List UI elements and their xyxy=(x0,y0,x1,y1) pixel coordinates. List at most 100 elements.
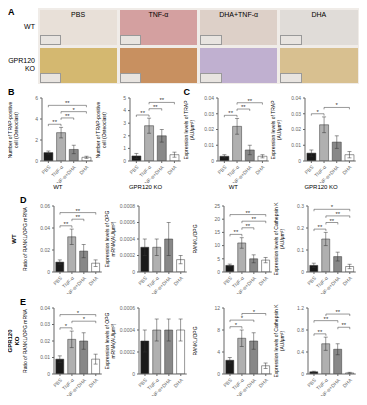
svg-text:0.0002: 0.0002 xyxy=(119,349,135,355)
svg-text:0: 0 xyxy=(35,158,38,164)
svg-text:25: 25 xyxy=(214,203,220,209)
svg-text:TNF-α+DHA: TNF-α+DHA xyxy=(317,275,341,294)
svg-text:**: ** xyxy=(159,97,164,103)
svg-text:0: 0 xyxy=(301,269,304,275)
svg-text:**: ** xyxy=(76,214,81,220)
svg-text:20: 20 xyxy=(214,216,220,222)
svg-text:TNF-α+DHA: TNF-α+DHA xyxy=(233,275,257,294)
svg-text:0.01: 0.01 xyxy=(204,142,214,148)
svg-text:0: 0 xyxy=(47,269,50,275)
svg-text:*: * xyxy=(65,323,68,329)
svg-text:**: ** xyxy=(330,218,335,224)
svg-text:TNF-α+DHA: TNF-α+DHA xyxy=(229,164,253,183)
svg-text:0: 0 xyxy=(132,371,135,377)
svg-text:**: ** xyxy=(76,208,81,214)
svg-text:DHA: DHA xyxy=(342,377,354,389)
svg-text:1: 1 xyxy=(123,145,126,151)
svg-text:**: ** xyxy=(318,224,323,230)
svg-text:*: * xyxy=(317,109,320,115)
svg-text:0.01: 0.01 xyxy=(40,354,50,360)
svg-text:**: ** xyxy=(65,113,70,119)
svg-text:5: 5 xyxy=(217,256,220,262)
svg-text:0: 0 xyxy=(123,158,126,164)
svg-text:DHA: DHA xyxy=(342,275,354,287)
svg-text:0: 0 xyxy=(211,158,214,164)
svg-text:0.04: 0.04 xyxy=(292,95,302,101)
svg-text:**: ** xyxy=(318,329,323,335)
svg-text:TNF-α+DHA: TNF-α+DHA xyxy=(233,377,257,396)
svg-text:0.04: 0.04 xyxy=(204,95,214,101)
svg-text:**: ** xyxy=(336,211,341,217)
svg-text:0.01: 0.01 xyxy=(292,142,302,148)
svg-text:15: 15 xyxy=(214,229,220,235)
svg-text:8: 8 xyxy=(217,327,220,333)
svg-text:TNF-α+DHA: TNF-α+DHA xyxy=(317,377,341,396)
svg-text:0.4: 0.4 xyxy=(297,349,304,355)
svg-text:**: ** xyxy=(153,104,158,110)
svg-text:DHA: DHA xyxy=(257,377,269,389)
svg-text:0.3: 0.3 xyxy=(297,203,304,209)
svg-text:TNF-α+DHA: TNF-α+DHA xyxy=(141,164,165,183)
svg-text:0.04: 0.04 xyxy=(40,305,50,311)
svg-text:DHA: DHA xyxy=(172,377,184,389)
svg-text:0.0004: 0.0004 xyxy=(119,327,135,333)
svg-text:0.03: 0.03 xyxy=(292,111,302,117)
svg-text:**: ** xyxy=(251,216,256,222)
svg-text:TNF-α+DHA: TNF-α+DHA xyxy=(63,377,87,396)
svg-text:3: 3 xyxy=(123,120,126,126)
svg-text:0.0004: 0.0004 xyxy=(119,236,135,242)
svg-text:DHA: DHA xyxy=(87,275,99,287)
svg-text:0.02: 0.02 xyxy=(40,247,50,253)
svg-text:**: ** xyxy=(228,110,233,116)
svg-text:**: ** xyxy=(241,104,246,110)
svg-text:0.06: 0.06 xyxy=(40,203,50,209)
svg-text:2: 2 xyxy=(35,137,38,143)
svg-text:*: * xyxy=(336,102,339,108)
svg-text:*: * xyxy=(240,315,243,321)
svg-text:0.1: 0.1 xyxy=(297,247,304,253)
svg-text:**: ** xyxy=(324,316,329,322)
svg-text:0.03: 0.03 xyxy=(40,321,50,327)
svg-text:0.04: 0.04 xyxy=(40,225,50,231)
svg-text:DHA: DHA xyxy=(166,164,178,176)
svg-text:TNF-α+DHA: TNF-α+DHA xyxy=(316,164,340,183)
svg-text:0.0006: 0.0006 xyxy=(119,219,135,225)
svg-text:0.0002: 0.0002 xyxy=(119,252,135,258)
svg-text:DHA: DHA xyxy=(78,164,90,176)
svg-text:1.2: 1.2 xyxy=(297,305,304,311)
svg-text:**: ** xyxy=(247,98,252,104)
svg-text:TNF-α+DHA: TNF-α+DHA xyxy=(53,164,77,183)
svg-text:5: 5 xyxy=(123,95,126,101)
svg-text:**: ** xyxy=(140,110,145,116)
svg-text:0.02: 0.02 xyxy=(204,126,214,132)
svg-text:**: ** xyxy=(245,223,250,229)
svg-text:TNF-α+DHA: TNF-α+DHA xyxy=(148,275,172,294)
svg-text:**: ** xyxy=(64,221,69,227)
svg-text:0.0008: 0.0008 xyxy=(119,203,135,209)
svg-text:**: ** xyxy=(52,119,57,125)
svg-text:0.02: 0.02 xyxy=(40,338,50,344)
svg-text:0: 0 xyxy=(132,269,135,275)
svg-text:0: 0 xyxy=(217,371,220,377)
svg-text:TNF-α+DHA: TNF-α+DHA xyxy=(148,377,172,396)
svg-text:**: ** xyxy=(336,309,341,315)
svg-text:12: 12 xyxy=(214,305,220,311)
svg-text:*: * xyxy=(73,107,76,113)
svg-text:DHA: DHA xyxy=(341,164,353,176)
svg-text:0.0006: 0.0006 xyxy=(119,305,135,311)
svg-text:4: 4 xyxy=(35,116,38,122)
svg-text:6: 6 xyxy=(35,95,38,101)
svg-text:**: ** xyxy=(65,100,70,106)
svg-text:0: 0 xyxy=(298,158,301,164)
svg-text:**: ** xyxy=(233,229,238,235)
svg-text:DHA: DHA xyxy=(87,377,99,389)
svg-text:2: 2 xyxy=(123,133,126,139)
svg-text:*: * xyxy=(77,310,80,316)
svg-text:DHA: DHA xyxy=(172,275,184,287)
svg-text:0.8: 0.8 xyxy=(297,327,304,333)
svg-text:0.2: 0.2 xyxy=(297,225,304,231)
svg-text:0.02: 0.02 xyxy=(292,126,302,132)
svg-text:4: 4 xyxy=(123,107,126,113)
svg-text:0.03: 0.03 xyxy=(204,111,214,117)
svg-text:10: 10 xyxy=(214,242,220,248)
